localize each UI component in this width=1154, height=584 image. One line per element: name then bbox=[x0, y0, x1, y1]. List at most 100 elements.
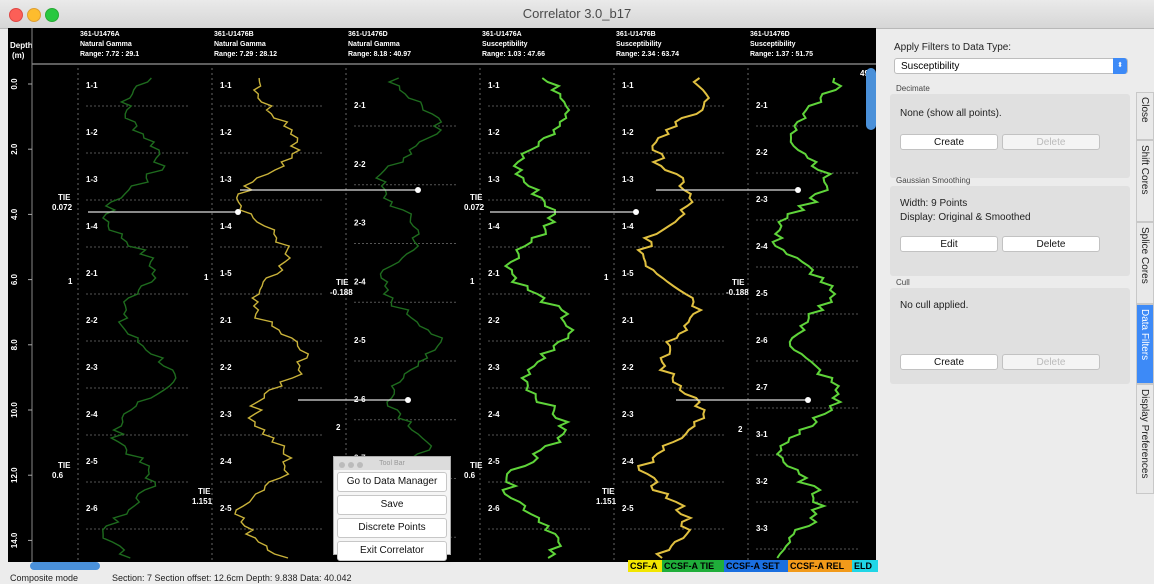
column-hole-label: 361-U1476D bbox=[750, 31, 790, 38]
depth-tick-label: 2.0 bbox=[10, 143, 19, 155]
legend-csf-a: CSF-A bbox=[628, 560, 664, 572]
core-section-label: 2-3 bbox=[220, 410, 232, 419]
tab-splice-cores[interactable]: Splice Cores bbox=[1136, 222, 1154, 304]
column-range-label: Range: 1.37 : 51.75 bbox=[750, 51, 813, 58]
cull-title: Cull bbox=[896, 278, 910, 287]
horizontal-scrollbar-thumb[interactable] bbox=[30, 562, 100, 570]
gaussian-smoothing-box: Width: 9 Points Display: Original & Smoo… bbox=[890, 186, 1130, 276]
smoothing-delete-button[interactable]: Delete bbox=[1002, 236, 1100, 252]
gaussian-smoothing-title: Gaussian Smoothing bbox=[896, 176, 971, 185]
section-number-label: 1 bbox=[68, 277, 73, 286]
core-section-label: 2-4 bbox=[86, 410, 98, 419]
column-type-label: Natural Gamma bbox=[80, 41, 132, 48]
cull-create-button[interactable]: Create bbox=[900, 354, 998, 370]
minimize-window-button[interactable] bbox=[27, 8, 41, 22]
core-section-label: 2-4 bbox=[622, 457, 634, 466]
log-curve bbox=[771, 77, 843, 559]
tie-label: TIE bbox=[732, 278, 745, 287]
apply-filters-label: Apply Filters to Data Type: bbox=[894, 42, 1012, 53]
core-section-label: 3-2 bbox=[756, 477, 768, 486]
decimate-title: Decimate bbox=[896, 84, 930, 93]
data-filters-panel: Apply Filters to Data Type: Susceptibili… bbox=[886, 28, 1134, 568]
log-curve bbox=[102, 77, 177, 559]
core-section-label: 2-2 bbox=[354, 160, 366, 169]
tie-label: TIE bbox=[602, 487, 615, 496]
tie-point bbox=[415, 187, 421, 193]
core-section-label: 2-3 bbox=[86, 363, 98, 372]
window-title: Correlator 3.0_b17 bbox=[522, 6, 632, 21]
section-number-label: 1 bbox=[604, 273, 609, 282]
depth-tick-label: 0.0 bbox=[10, 78, 19, 90]
decimate-box: None (show all points). Create Delete bbox=[890, 94, 1130, 178]
scroll-position-label: 49 bbox=[860, 69, 869, 78]
section-number-label: 2 bbox=[738, 425, 743, 434]
legend-eld: ELD bbox=[852, 560, 878, 572]
exit-correlator-button[interactable]: Exit Correlator bbox=[337, 541, 447, 561]
core-section-label: 2-3 bbox=[488, 363, 500, 372]
cull-text: No cull applied. bbox=[900, 300, 969, 311]
core-section-label: 1-1 bbox=[622, 81, 634, 90]
tie-value: 0.6 bbox=[52, 471, 64, 480]
column-range-label: Range: 7.72 : 29.1 bbox=[80, 51, 139, 58]
core-section-label: 2-7 bbox=[756, 383, 768, 392]
core-section-label: 1-1 bbox=[86, 81, 98, 90]
decimate-create-button[interactable]: Create bbox=[900, 134, 998, 150]
core-section-label: 2-6 bbox=[488, 504, 500, 513]
cull-delete-button[interactable]: Delete bbox=[1002, 354, 1100, 370]
core-section-label: 2-2 bbox=[220, 363, 232, 372]
vertical-scrollbar-thumb[interactable] bbox=[866, 68, 876, 130]
tie-point bbox=[405, 397, 411, 403]
core-section-label: 1-2 bbox=[220, 128, 232, 137]
depth-tick-label: 14.0 bbox=[10, 532, 19, 548]
column-hole-label: 361-U1476B bbox=[616, 31, 656, 38]
tie-label: TIE bbox=[336, 278, 349, 287]
tie-label: TIE bbox=[470, 193, 483, 202]
core-section-label: 2-3 bbox=[756, 195, 768, 204]
core-section-label: 2-4 bbox=[488, 410, 500, 419]
tool-bar-titlebar[interactable]: Tool Bar bbox=[334, 457, 450, 470]
column-hole-label: 361-U1476D bbox=[348, 31, 388, 38]
section-number-label: 2 bbox=[336, 423, 341, 432]
tie-value: 1.151 bbox=[192, 497, 213, 506]
core-section-label: 1-3 bbox=[86, 175, 98, 184]
log-curve bbox=[501, 77, 575, 559]
close-window-button[interactable] bbox=[9, 8, 23, 22]
decimate-delete-button[interactable]: Delete bbox=[1002, 134, 1100, 150]
column-type-label: Susceptibility bbox=[482, 41, 528, 48]
decimate-text: None (show all points). bbox=[900, 108, 1002, 119]
tab-shift-cores[interactable]: Shift Cores bbox=[1136, 140, 1154, 222]
tie-label: TIE bbox=[198, 487, 211, 496]
core-section-label: 2-1 bbox=[622, 316, 634, 325]
core-section-label: 1-3 bbox=[622, 175, 634, 184]
tab-display-preferences[interactable]: Display Preferences bbox=[1136, 384, 1154, 494]
core-section-label: 3-1 bbox=[756, 430, 768, 439]
smoothing-edit-button[interactable]: Edit bbox=[900, 236, 998, 252]
status-bar: Composite mode Section: 7 Section offset… bbox=[0, 572, 1154, 584]
core-section-label: 2-5 bbox=[622, 504, 634, 513]
go-to-data-manager-button[interactable]: Go to Data Manager bbox=[337, 472, 447, 492]
tab-close[interactable]: Close bbox=[1136, 92, 1154, 140]
column-type-label: Susceptibility bbox=[750, 41, 796, 48]
core-section-label: 2-4 bbox=[756, 242, 768, 251]
save-button[interactable]: Save bbox=[337, 495, 447, 515]
core-section-label: 2-1 bbox=[220, 316, 232, 325]
discrete-points-button[interactable]: Discrete Points bbox=[337, 518, 447, 538]
zoom-window-button[interactable] bbox=[45, 8, 59, 22]
depth-axis-header: Depth bbox=[10, 41, 33, 50]
core-section-label: 1-1 bbox=[220, 81, 232, 90]
core-log-plot[interactable]: Depth(m) 0.0 2.0 4.0 6.0 8.0 10.0 12.0 14.0 361-U… bbox=[8, 28, 876, 562]
tie-point bbox=[235, 209, 241, 215]
core-section-label: 2-1 bbox=[488, 269, 500, 278]
data-type-select[interactable]: Susceptibility ⬍ bbox=[894, 58, 1128, 74]
column-hole-label: 361-U1476A bbox=[80, 31, 120, 38]
title-bar: Correlator 3.0_b17 bbox=[0, 0, 1154, 29]
core-section-label: 2-4 bbox=[354, 277, 366, 286]
depth-tick-label: 6.0 bbox=[10, 273, 19, 285]
column-type-label: Natural Gamma bbox=[214, 41, 266, 48]
status-info: Section: 7 Section offset: 12.6cm Depth:… bbox=[112, 573, 352, 583]
tab-data-filters[interactable]: Data Filters bbox=[1136, 304, 1154, 384]
core-section-label: 2-5 bbox=[354, 336, 366, 345]
column-type-label: Susceptibility bbox=[616, 41, 662, 48]
core-section-label: 1-4 bbox=[86, 222, 98, 231]
log-curve bbox=[234, 77, 310, 559]
